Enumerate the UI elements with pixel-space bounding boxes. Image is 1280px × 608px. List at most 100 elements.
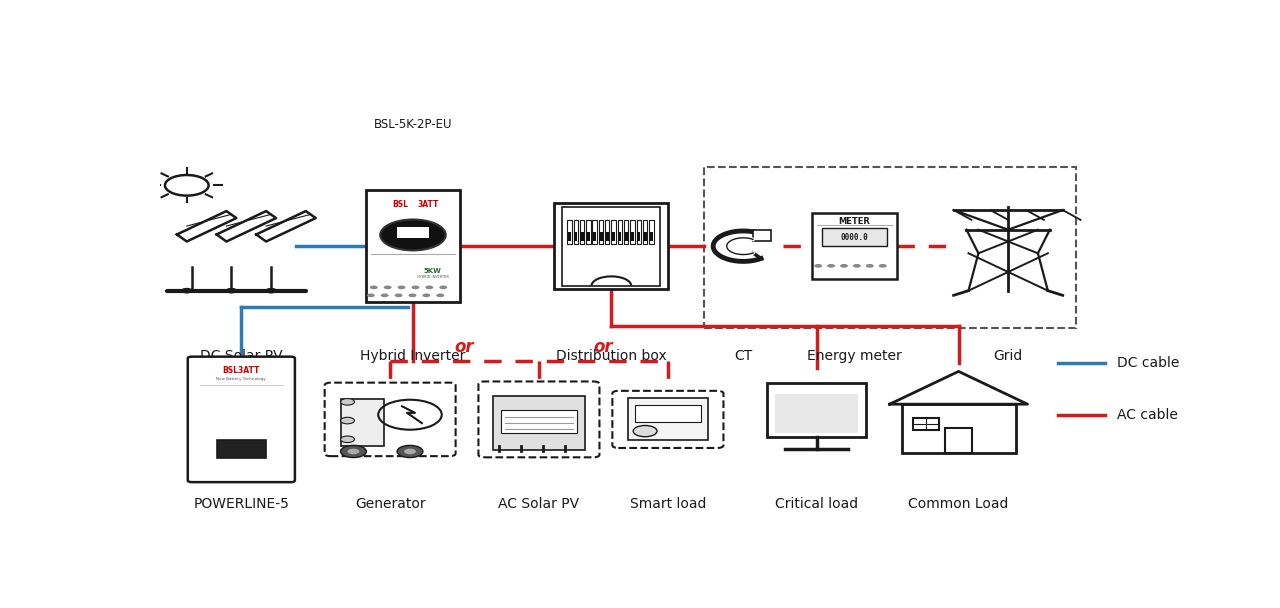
Circle shape	[367, 294, 375, 297]
Text: METER: METER	[838, 217, 870, 226]
Circle shape	[380, 219, 445, 250]
Text: 0000.0: 0000.0	[841, 232, 868, 241]
Bar	[612, 220, 616, 244]
Circle shape	[408, 294, 416, 297]
Bar	[914, 418, 940, 430]
Text: 5KW: 5KW	[424, 268, 442, 274]
Bar	[623, 220, 628, 244]
Text: Smart load: Smart load	[630, 497, 707, 511]
Polygon shape	[256, 211, 316, 241]
FancyBboxPatch shape	[612, 391, 723, 448]
Bar	[575, 232, 577, 241]
Bar	[822, 228, 887, 246]
Bar	[628, 398, 708, 440]
Bar	[586, 220, 590, 244]
Bar	[635, 406, 700, 422]
Text: Distribution box: Distribution box	[556, 349, 667, 363]
FancyBboxPatch shape	[479, 381, 599, 457]
Circle shape	[425, 286, 434, 289]
Bar	[562, 207, 660, 286]
Circle shape	[422, 294, 430, 297]
Circle shape	[394, 294, 402, 297]
Circle shape	[878, 264, 887, 268]
Bar	[567, 220, 572, 244]
Circle shape	[370, 286, 378, 289]
Text: Critical load: Critical load	[776, 497, 859, 511]
Bar	[813, 213, 896, 279]
Text: Common Load: Common Load	[909, 497, 1009, 511]
Bar	[636, 220, 641, 244]
FancyBboxPatch shape	[188, 357, 294, 482]
Text: or: or	[454, 338, 475, 356]
Bar	[580, 232, 584, 241]
Text: or: or	[594, 338, 613, 356]
Bar	[704, 167, 1075, 328]
Circle shape	[634, 426, 657, 437]
Circle shape	[340, 399, 355, 405]
Circle shape	[347, 449, 360, 454]
Bar	[767, 383, 867, 437]
Bar	[599, 232, 603, 241]
Polygon shape	[890, 371, 1028, 404]
Bar	[397, 227, 429, 238]
Circle shape	[340, 436, 355, 443]
Bar	[901, 404, 1015, 454]
Text: POWERLINE-5: POWERLINE-5	[193, 497, 289, 511]
Circle shape	[865, 264, 874, 268]
Text: Grid: Grid	[993, 349, 1023, 363]
Polygon shape	[177, 211, 237, 241]
Bar	[753, 230, 771, 241]
Bar	[612, 232, 616, 241]
Circle shape	[439, 286, 447, 289]
Text: CT: CT	[735, 349, 753, 363]
Text: AC Solar PV: AC Solar PV	[498, 497, 580, 511]
Circle shape	[404, 449, 416, 454]
Bar	[493, 396, 585, 450]
Bar	[618, 220, 622, 244]
Bar	[644, 232, 646, 241]
Bar	[643, 220, 648, 244]
Polygon shape	[216, 211, 276, 241]
Circle shape	[814, 264, 822, 268]
Text: AC cable: AC cable	[1117, 408, 1178, 422]
Bar	[945, 428, 973, 454]
Bar	[340, 399, 384, 446]
Bar	[625, 232, 627, 241]
Bar	[593, 220, 596, 244]
Text: Hybrid Inverter: Hybrid Inverter	[360, 349, 466, 363]
FancyBboxPatch shape	[325, 382, 456, 456]
Circle shape	[397, 446, 422, 458]
Bar	[580, 220, 584, 244]
Circle shape	[827, 264, 835, 268]
Bar	[586, 232, 590, 241]
Text: BSL3ATT: BSL3ATT	[223, 366, 260, 375]
Circle shape	[436, 294, 444, 297]
Circle shape	[180, 288, 193, 294]
Circle shape	[265, 288, 276, 294]
Text: HYBRID INVERTER: HYBRID INVERTER	[417, 275, 449, 278]
Bar	[599, 220, 603, 244]
Bar	[366, 190, 460, 302]
Bar	[618, 232, 622, 241]
Bar	[631, 232, 634, 241]
Bar	[630, 220, 635, 244]
Circle shape	[852, 264, 861, 268]
Bar	[650, 232, 653, 241]
Bar	[573, 220, 579, 244]
Circle shape	[340, 446, 366, 458]
Circle shape	[411, 286, 420, 289]
Bar	[568, 232, 571, 241]
Circle shape	[380, 294, 389, 297]
Circle shape	[840, 264, 847, 268]
Text: Energy meter: Energy meter	[806, 349, 902, 363]
Text: DC cable: DC cable	[1117, 356, 1180, 370]
Bar	[554, 203, 668, 289]
Bar	[216, 440, 266, 458]
Text: New Battery Technology: New Battery Technology	[216, 377, 266, 381]
Circle shape	[340, 417, 355, 424]
Text: DC Solar PV: DC Solar PV	[200, 349, 283, 363]
Circle shape	[384, 286, 392, 289]
Bar	[605, 232, 609, 241]
Bar	[605, 220, 609, 244]
Text: 3ATT: 3ATT	[417, 200, 439, 209]
